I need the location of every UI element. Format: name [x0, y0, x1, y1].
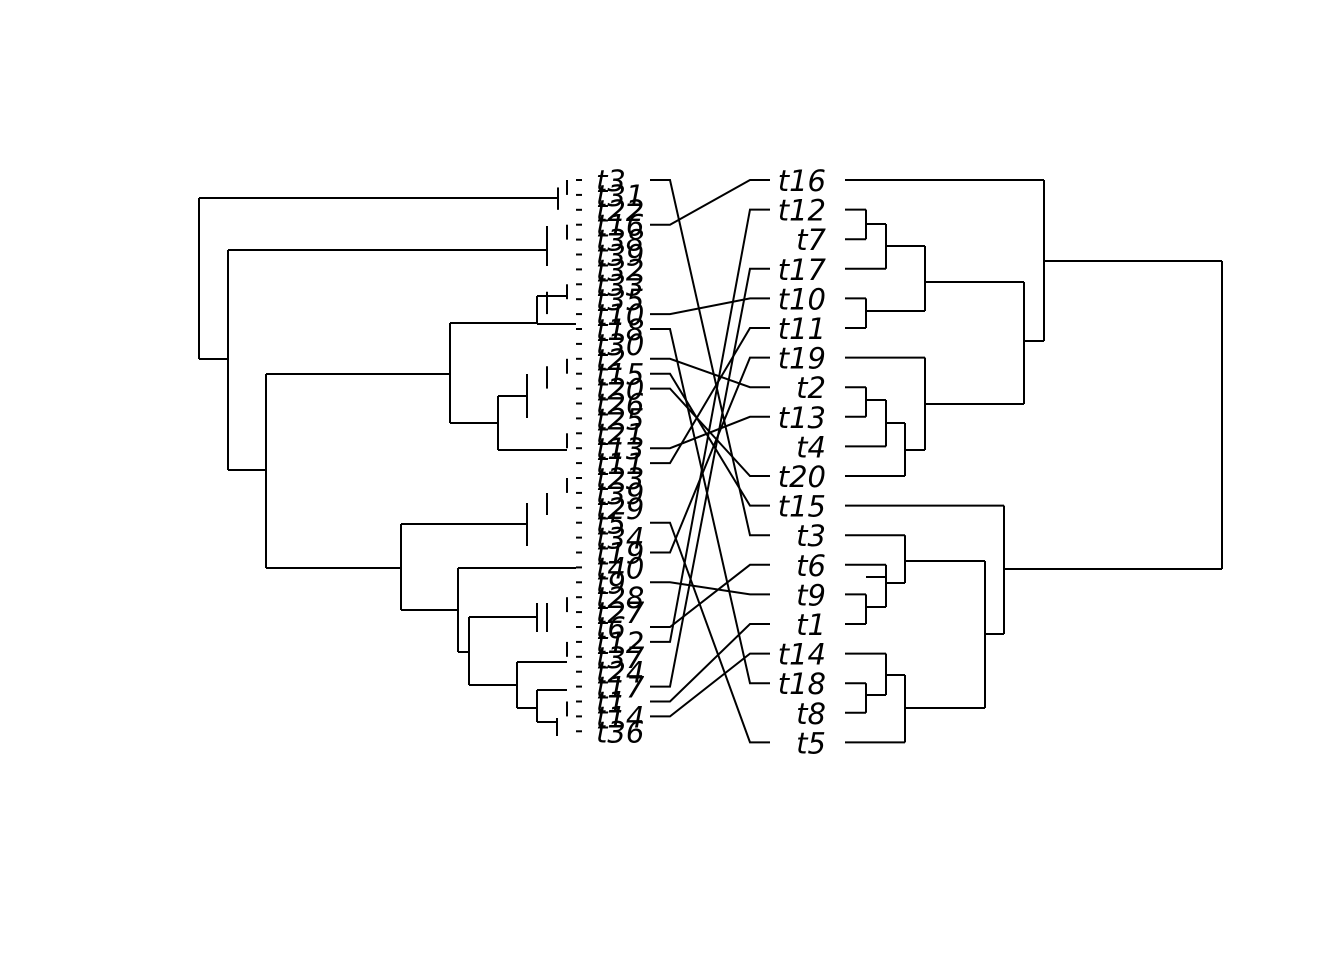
right-tip-label: t17: [778, 253, 827, 287]
left-tip-label: t35: [596, 283, 644, 317]
left-tip-label: t17: [596, 671, 645, 705]
right-tip-label: t3: [796, 519, 826, 553]
left-tip-label: t37: [596, 641, 645, 675]
left-tip-label: t29: [596, 492, 644, 526]
association-line: [650, 179, 770, 537]
left-tip-label: t28: [596, 581, 644, 615]
right-tip-label: t19: [778, 342, 826, 376]
association-line: [650, 208, 770, 643]
right-tip-label: t10: [778, 282, 826, 316]
left-tip-label: t9: [596, 566, 626, 600]
left-tip-label: t14: [596, 700, 644, 734]
association-line: [650, 179, 770, 226]
association-line: [650, 372, 770, 507]
right-tip-labels: t16t12t7t17t10t11t19t2t13t4t20t15t3t6t9t…: [778, 164, 827, 760]
left-tip-label: t40: [596, 551, 644, 585]
left-tip-label: t21: [596, 417, 644, 451]
left-tip-label: t5: [596, 507, 626, 541]
left-tip-label: t39: [596, 239, 644, 273]
association-line: [650, 297, 770, 316]
left-tip-label: t39: [596, 477, 644, 511]
association-line: [650, 327, 770, 465]
left-tip-label: t30: [596, 328, 644, 362]
left-tip-labels: t3t31t22t16t38t39t32t33t35t10t18t30t2t15…: [596, 164, 645, 749]
left-tip-label: t27: [596, 596, 645, 630]
left-tip-label: t22: [596, 194, 644, 228]
right-tip-label: t2: [796, 371, 826, 405]
right-tip-label: t1: [796, 608, 826, 642]
left-tip-label: t15: [596, 358, 644, 392]
left-tip-label: t18: [596, 313, 644, 347]
association-lines: [650, 179, 770, 744]
association-line: [650, 328, 770, 685]
left-tip-label: t20: [596, 373, 644, 407]
left-tip-label: t10: [596, 298, 644, 332]
association-line: [650, 415, 770, 450]
left-tip-label: t6: [596, 611, 626, 645]
right-tip-label: t13: [778, 401, 826, 435]
right-tip-label: t5: [796, 726, 826, 760]
left-tip-label: t19: [596, 537, 644, 571]
left-tip-label: t1: [596, 686, 626, 720]
association-line: [650, 356, 770, 554]
association-line: [650, 623, 770, 703]
right-tip-label: t15: [778, 490, 826, 524]
left-tip-label: t12: [596, 626, 644, 660]
left-tip-label: t36: [596, 715, 644, 749]
left-tip-label: t32: [596, 253, 644, 287]
right-tip-label: t16: [778, 164, 826, 198]
left-tip-label: t31: [596, 179, 644, 213]
left-tip-label: t16: [596, 209, 644, 243]
left-tip-label: t38: [596, 224, 644, 258]
right-tip-label: t18: [778, 667, 826, 701]
right-tip-label: t20: [778, 460, 826, 494]
right-tip-label: t8: [796, 697, 826, 731]
left-tip-label: t13: [596, 432, 644, 466]
left-tip-label: t33: [596, 268, 644, 302]
left-tip-label: t24: [596, 656, 644, 690]
right-tip-label: t9: [796, 578, 826, 612]
right-tip-label: t7: [796, 223, 826, 257]
left-tip-label: t11: [596, 447, 644, 481]
association-line: [650, 581, 770, 596]
right-tip-label: t6: [796, 549, 826, 583]
left-dendrogram: [198, 179, 582, 736]
association-line: [650, 357, 770, 389]
association-line: [650, 652, 770, 718]
right-tip-label: t12: [778, 194, 826, 228]
right-tip-label: t4: [796, 430, 826, 464]
association-line: [650, 563, 770, 628]
left-tip-label: t26: [596, 388, 644, 422]
right-tip-label: t11: [778, 312, 826, 346]
right-dendrogram: [845, 179, 1223, 744]
right-tip-label: t14: [778, 638, 826, 672]
left-tip-label: t3: [596, 164, 626, 198]
left-tip-label: t34: [596, 522, 644, 556]
association-line: [650, 267, 770, 688]
association-line: [650, 521, 770, 744]
left-tip-label: t25: [596, 402, 644, 436]
left-tip-label: t23: [596, 462, 644, 496]
left-tip-label: t2: [596, 343, 626, 377]
